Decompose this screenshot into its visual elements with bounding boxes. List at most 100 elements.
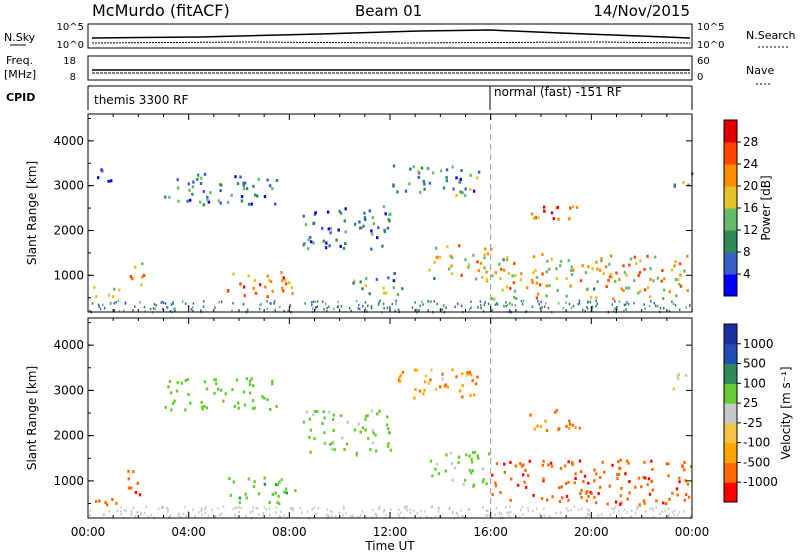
near-range-cell xyxy=(484,301,486,304)
range-gate-cell xyxy=(431,171,435,175)
range-gate-cell xyxy=(559,264,562,268)
range-gate-cell xyxy=(130,486,133,490)
near-range-cell xyxy=(123,508,125,512)
range-gate-cell xyxy=(473,393,476,397)
near-range-cell xyxy=(238,510,240,514)
near-range-cell xyxy=(315,512,318,516)
range-gate-cell xyxy=(679,273,682,277)
range-gate-cell xyxy=(392,164,396,168)
range-gate-cell xyxy=(219,189,222,193)
range-gate-cell xyxy=(106,503,109,507)
range-gate-cell xyxy=(132,470,135,474)
range-gate-cell xyxy=(271,379,274,383)
range-gate-cell xyxy=(494,481,497,485)
range-gate-cell xyxy=(437,472,441,476)
near-range-cell xyxy=(498,512,501,516)
near-range-cell xyxy=(587,307,589,311)
range-gate-cell xyxy=(643,288,647,292)
range-gate-cell xyxy=(455,194,458,197)
range-gate-cell xyxy=(612,297,615,301)
range-gate-cell xyxy=(526,286,529,290)
range-gate-cell xyxy=(572,268,575,272)
near-range-cell xyxy=(279,305,281,309)
range-gate-cell xyxy=(471,469,474,473)
near-range-cell xyxy=(150,513,152,517)
range-gate-cell xyxy=(515,297,518,300)
range-gate-cell xyxy=(674,259,677,263)
range-gate-cell xyxy=(490,247,493,251)
range-gate-cell xyxy=(634,485,637,489)
near-range-cell xyxy=(565,507,568,510)
range-gate-cell xyxy=(409,167,412,171)
near-range-cell xyxy=(420,509,422,513)
range-gate-cell xyxy=(417,175,420,179)
range-gate-cell xyxy=(423,388,426,392)
range-gate-cell xyxy=(485,270,488,274)
near-range-cell xyxy=(269,513,271,517)
velocity-panel: 1000 2000 3000 4000 Slant Range [km] xyxy=(25,317,693,520)
range-gate-cell xyxy=(377,226,380,230)
colorbar-swatch xyxy=(724,252,737,275)
near-range-cell xyxy=(328,514,330,518)
range-gate-cell xyxy=(205,406,209,410)
near-range-cell xyxy=(490,309,493,313)
near-range-cell xyxy=(653,302,655,305)
range-gate-cell xyxy=(461,372,464,376)
near-range-cell xyxy=(315,306,317,309)
range-gate-cell xyxy=(288,281,291,285)
near-range-cell xyxy=(102,513,104,517)
range-gate-cell xyxy=(330,447,334,451)
range-gate-cell xyxy=(471,460,474,464)
near-range-cell xyxy=(436,302,438,306)
range-gate-cell xyxy=(486,252,490,256)
near-range-cell xyxy=(623,508,626,511)
range-gate-cell xyxy=(619,502,622,506)
near-range-cell xyxy=(454,305,456,309)
range-gate-cell xyxy=(94,499,98,503)
range-gate-cell xyxy=(574,426,577,430)
near-range-cell xyxy=(386,306,389,310)
near-range-cell xyxy=(406,505,408,508)
near-range-cell xyxy=(487,302,490,306)
near-range-cell xyxy=(673,513,675,516)
near-range-cell xyxy=(345,512,347,515)
near-range-cell xyxy=(201,513,203,516)
range-gate-cell xyxy=(268,278,271,282)
range-gate-cell xyxy=(280,270,283,274)
near-range-cell xyxy=(543,514,545,517)
range-gate-cell xyxy=(676,374,679,378)
range-gate-cell xyxy=(310,240,313,244)
range-gate-cell xyxy=(222,399,225,403)
range-gate-cell xyxy=(457,461,460,465)
range-gate-cell xyxy=(568,426,571,430)
near-range-cell xyxy=(382,510,385,513)
range-gate-cell xyxy=(362,224,365,228)
range-gate-cell xyxy=(677,373,680,377)
range-gate-cell xyxy=(217,199,221,203)
range-gate-cell xyxy=(253,406,256,410)
range-gate-cell xyxy=(516,483,520,487)
near-range-cell xyxy=(480,307,482,310)
velocity-data-cells xyxy=(89,368,693,520)
near-range-cell xyxy=(477,306,479,309)
range-gate-cell xyxy=(242,285,246,289)
range-gate-cell xyxy=(303,242,306,246)
range-gate-cell xyxy=(661,269,664,273)
range-gate-cell xyxy=(599,475,602,479)
near-range-cell xyxy=(578,508,580,512)
range-gate-cell xyxy=(263,195,267,199)
near-range-cell xyxy=(120,510,122,513)
near-range-cell xyxy=(97,303,100,307)
near-range-cell xyxy=(505,301,507,304)
near-range-cell xyxy=(205,505,207,509)
near-range-cell xyxy=(204,507,206,511)
near-range-cell xyxy=(543,305,546,308)
near-range-cell xyxy=(562,307,564,310)
range-gate-cell xyxy=(207,200,211,204)
range-gate-cell xyxy=(514,273,517,277)
near-range-cell xyxy=(649,507,651,510)
range-gate-cell xyxy=(375,277,379,281)
range-gate-cell xyxy=(618,278,621,282)
